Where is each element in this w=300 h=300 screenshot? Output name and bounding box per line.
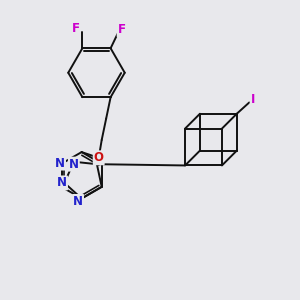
Text: N: N xyxy=(55,157,65,169)
Text: I: I xyxy=(251,93,255,106)
Text: N: N xyxy=(69,158,79,171)
Text: N: N xyxy=(73,195,83,208)
Text: N: N xyxy=(57,176,67,189)
Text: F: F xyxy=(72,22,80,35)
Text: O: O xyxy=(94,151,104,164)
Text: F: F xyxy=(118,23,126,36)
